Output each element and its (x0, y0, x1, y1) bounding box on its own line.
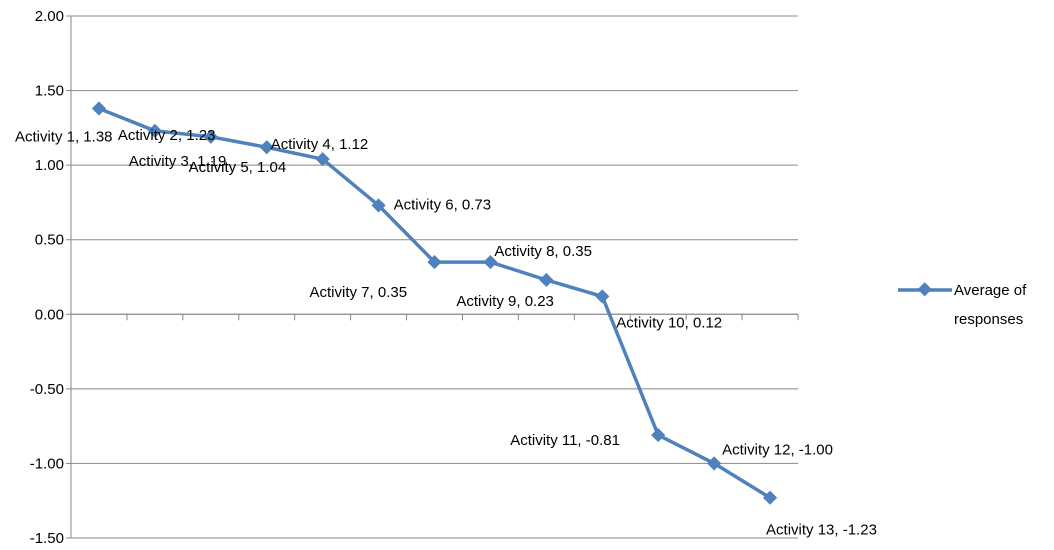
data-label: Activity 2, 1.23 (118, 127, 216, 144)
y-tick-label: 0.50 (35, 232, 64, 249)
data-label: Activity 9, 0.23 (456, 293, 554, 310)
data-point (595, 289, 610, 304)
y-tick-label: 1.50 (35, 83, 64, 100)
legend-label-line1: Average of (954, 282, 1027, 299)
data-label: Activity 1, 1.38 (15, 128, 113, 145)
y-axis-tick-labels: 2.00 1.50 1.00 0.50 0.00 -0.50 -1.00 -1.50 (30, 8, 64, 547)
data-point (539, 272, 554, 288)
legend: Average of responses (898, 282, 1027, 328)
y-tick-label: -1.00 (30, 455, 64, 472)
data-label: Activity 10, 0.12 (616, 314, 722, 331)
data-label: Activity 6, 0.73 (394, 196, 492, 213)
data-point (651, 428, 666, 443)
legend-marker (917, 282, 932, 297)
data-point (707, 456, 722, 471)
data-point (259, 140, 274, 155)
data-point (315, 152, 330, 167)
data-point (91, 101, 107, 116)
data-point (483, 255, 498, 270)
y-tick-label: 2.00 (35, 8, 64, 25)
data-label: Activity 3, 1.19 (129, 153, 227, 170)
data-labels: Activity 1, 1.38 Activity 2, 1.23 Activity… (15, 127, 877, 539)
y-tick-label: 0.00 (35, 306, 64, 323)
x-axis (70, 16, 799, 538)
data-label: Activity 8, 0.35 (494, 243, 592, 260)
gridlines (66, 15, 798, 539)
data-label: Activity 7, 0.35 (310, 284, 408, 301)
data-label: Activity 13, -1.23 (766, 522, 877, 539)
y-tick-label: 1.00 (35, 157, 64, 174)
series-average-of-responses (91, 101, 778, 505)
data-label: Activity 5, 1.04 (189, 159, 287, 176)
data-label: Activity 11, -0.81 (510, 432, 620, 449)
data-point (203, 129, 218, 144)
data-point (762, 490, 778, 505)
data-point (371, 198, 386, 213)
legend-label-line2: responses (954, 311, 1023, 328)
data-point (427, 255, 442, 270)
y-tick-label: -0.50 (30, 381, 64, 398)
data-label: Activity 12, -1.00 (722, 441, 833, 458)
data-label: Activity 4, 1.12 (271, 136, 369, 153)
y-tick-label: -1.50 (30, 530, 64, 547)
